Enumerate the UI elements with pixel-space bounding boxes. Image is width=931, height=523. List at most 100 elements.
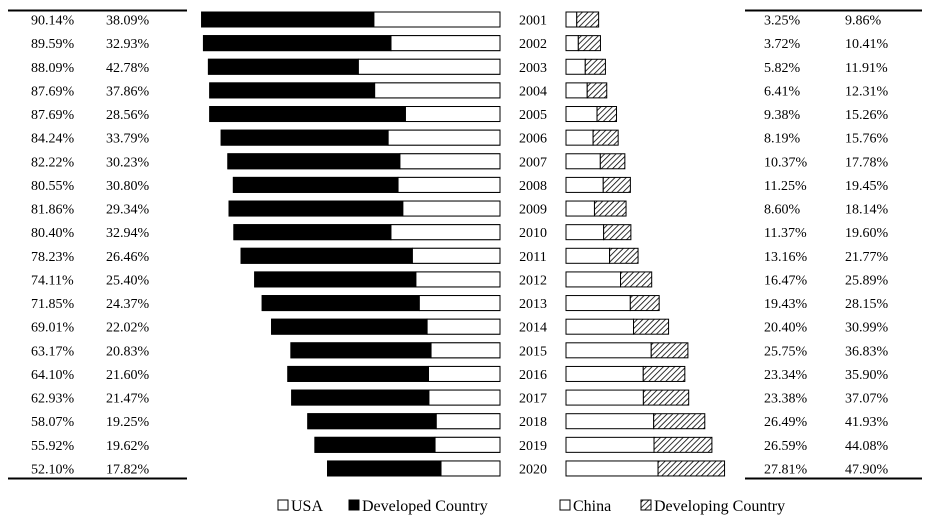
developing-bar: [593, 200, 627, 217]
developing-bar: [657, 460, 726, 477]
right-col1-label: 19.43%: [764, 297, 808, 312]
right-bars: [565, 11, 726, 477]
china-bar: [565, 106, 598, 123]
legend-label: USA: [291, 498, 323, 515]
usa-bar: [426, 318, 501, 335]
usa-bar: [411, 247, 501, 264]
legend-swatch: [640, 499, 652, 511]
left-col1-label: 87.69%: [31, 84, 75, 99]
usa-bar: [399, 153, 501, 170]
right-col1-label: 11.37%: [764, 226, 807, 241]
left-col1-label: 63.17%: [31, 344, 75, 359]
right-col2-label: 11.91%: [845, 61, 888, 76]
china-bar: [565, 35, 579, 52]
china-bar: [565, 153, 601, 170]
china-bar: [565, 200, 595, 217]
usa-bar: [390, 224, 501, 241]
left-col2-label: 20.83%: [106, 344, 150, 359]
right-col1-label: 23.34%: [764, 368, 808, 383]
developing-bar: [653, 413, 706, 430]
right-col1-label: 3.72%: [764, 37, 801, 52]
left-col2-label: 22.02%: [106, 321, 150, 336]
usa-bar: [434, 436, 501, 453]
developing-bar: [592, 129, 619, 146]
year-label: 2012: [519, 273, 547, 288]
usa-bar: [435, 413, 501, 430]
developed-bar: [314, 436, 436, 453]
developed-bar: [291, 389, 430, 406]
legend-label: Developing Country: [654, 498, 785, 515]
year-label: 2005: [519, 108, 547, 123]
left-col2-label: 32.93%: [106, 37, 150, 52]
left-col2-label: 17.82%: [106, 462, 150, 477]
right-col1-label: 26.49%: [764, 415, 808, 430]
legend: USA Developed Country China Developing Coun…: [277, 498, 785, 515]
year-label: 2013: [519, 297, 547, 312]
developing-bar: [602, 176, 631, 193]
left-col1-label: 58.07%: [31, 415, 75, 430]
usa-bar: [387, 129, 501, 146]
left-col1-label: 81.86%: [31, 203, 75, 218]
right-col2-label: 30.99%: [845, 321, 889, 336]
year-label: 2008: [519, 179, 547, 194]
left-col2-label: 25.40%: [106, 273, 150, 288]
china-bar: [565, 460, 659, 477]
year-label: 2007: [519, 155, 547, 170]
left-col1-label: 62.93%: [31, 392, 75, 407]
year-label: 2014: [519, 321, 547, 336]
usa-bar: [397, 176, 501, 193]
right-col1-label: 6.41%: [764, 84, 801, 99]
right-col1-label: 20.40%: [764, 321, 808, 336]
left-col2-label: 24.37%: [106, 297, 150, 312]
year-labels: 2001 2002 2003 2004 2005 2006 2007 2008 2009 2010…: [519, 14, 547, 478]
developing-bar: [620, 271, 653, 288]
china-bar: [565, 295, 631, 312]
china-bar: [565, 176, 604, 193]
china-bar: [565, 11, 578, 28]
developed-bar: [254, 271, 417, 288]
left-col1-label: 71.85%: [31, 297, 75, 312]
china-bar: [565, 365, 644, 382]
left-col1-label: 88.09%: [31, 61, 75, 76]
developed-bar: [209, 82, 376, 99]
developed-bar: [202, 35, 392, 52]
right-col1-label: 26.59%: [764, 439, 808, 454]
developing-bar: [586, 82, 608, 99]
right-col1-label: 16.47%: [764, 273, 808, 288]
left-col2-label: 42.78%: [106, 61, 150, 76]
developed-bar: [290, 342, 432, 359]
developed-bar: [228, 200, 404, 217]
developed-bar: [261, 295, 420, 312]
developed-bar: [240, 247, 413, 264]
usa-bar: [374, 82, 501, 99]
developing-bar: [642, 389, 690, 406]
developed-bar: [271, 318, 428, 335]
left-col1-label: 80.55%: [31, 179, 75, 194]
legend-swatch: [277, 499, 289, 511]
legend-swatch: [348, 499, 360, 511]
developed-bar: [232, 176, 399, 193]
right-col2-label: 18.14%: [845, 203, 889, 218]
right-col2-label: 19.60%: [845, 226, 889, 241]
left-col2-label: 21.47%: [106, 392, 150, 407]
right-col2-label: 12.31%: [845, 84, 889, 99]
left-col2-label: 30.80%: [106, 179, 150, 194]
left-col1-label: 90.14%: [31, 14, 75, 29]
right-col1-label: 27.81%: [764, 462, 808, 477]
legend-swatch: [559, 499, 571, 511]
china-bar: [565, 224, 605, 241]
year-label: 2016: [519, 368, 547, 383]
right-col2-label: 41.93%: [845, 415, 889, 430]
right-col2-label: 25.89%: [845, 273, 889, 288]
left-col2-label: 19.62%: [106, 439, 150, 454]
left-bars: [201, 11, 501, 477]
year-label: 2009: [519, 203, 547, 218]
left-col1-label: 87.69%: [31, 108, 75, 123]
left-col2-label: 28.56%: [106, 108, 150, 123]
usa-bar: [357, 58, 501, 75]
china-bar: [565, 436, 655, 453]
china-bar: [565, 58, 586, 75]
usa-bar: [428, 365, 501, 382]
right-col1-label: 23.38%: [764, 392, 808, 407]
left-col2-label: 32.94%: [106, 226, 150, 241]
